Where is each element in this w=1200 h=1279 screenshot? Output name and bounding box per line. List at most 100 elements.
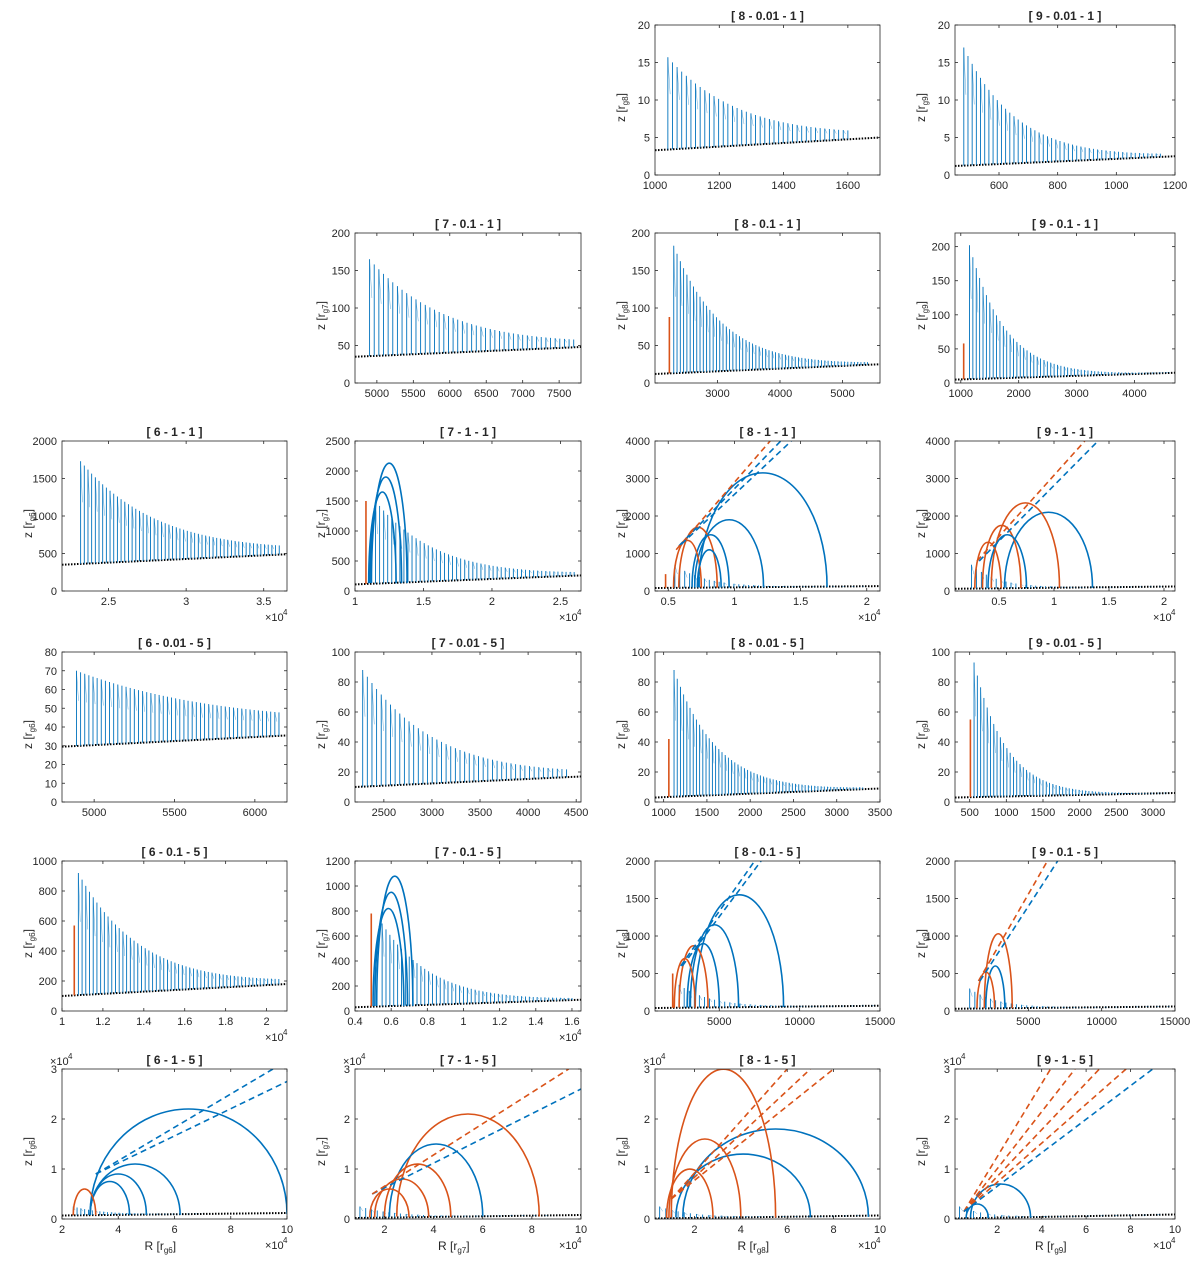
y-axis-label: z [rg8]: [614, 509, 630, 538]
streamline-shade: [407, 532, 411, 553]
streamline-shade: [175, 698, 178, 716]
streamline-shade: [729, 1002, 733, 1005]
y-tick-label: 150: [932, 276, 950, 288]
streamline-shade: [418, 728, 421, 751]
streamline-shade: [827, 786, 830, 789]
streamline-shade: [1125, 372, 1127, 374]
trajectory-loop: [696, 549, 722, 588]
streamline-shade: [389, 934, 393, 964]
streamline-shade: [1030, 127, 1034, 142]
streamline-shade: [680, 261, 683, 306]
streamline-shade: [1111, 792, 1114, 794]
y-tick-label: 40: [338, 737, 350, 749]
y-tick-label: 2000: [33, 436, 57, 448]
x-tick-label: 500: [960, 807, 978, 819]
streamline-shade: [434, 309, 438, 328]
axes-box: [654, 860, 881, 1012]
trajectory-loop: [673, 957, 696, 1008]
x-tick-label: 6000: [438, 388, 462, 400]
y-tick-label: 10: [45, 778, 57, 790]
streamline-shade: [782, 781, 785, 787]
x-tick-label: 3000: [705, 388, 729, 400]
streamline-shade: [161, 521, 164, 538]
streamline-shade: [696, 1213, 700, 1216]
y-tick-label: 30: [45, 741, 57, 753]
streamline-shade: [1098, 791, 1101, 794]
streamline-shade: [969, 245, 972, 299]
x-tick-label: 2000: [738, 807, 762, 819]
y-tick-label: 1500: [926, 894, 950, 906]
streamline-shade: [256, 977, 259, 982]
streamline-shade: [726, 326, 729, 345]
x-exponent-power: 4: [577, 608, 582, 617]
panel-title: [ 9 - 1 - 5 ]: [1037, 1053, 1093, 1067]
streamline-shade: [844, 361, 847, 364]
streamline-shade: [415, 299, 419, 322]
plot-area: [955, 861, 1175, 1010]
streamline-shade: [857, 361, 860, 364]
streamline-shade: [124, 501, 127, 526]
y-axis-label: z [rg9]: [914, 301, 930, 330]
y-axis-label: z [rg8]: [614, 93, 630, 122]
streamline-shade: [425, 304, 428, 325]
streamline-shade: [538, 767, 542, 772]
x-exponent-power: 4: [876, 608, 881, 617]
streamline-shade: [553, 571, 557, 574]
y-tick-label: 80: [338, 677, 350, 689]
y-tick-label: 80: [638, 677, 650, 689]
streamline-shade: [1032, 774, 1036, 784]
y-tick-label: 1500: [626, 894, 650, 906]
streamline-shade: [220, 538, 223, 547]
streamline-shade: [527, 335, 530, 342]
disk-surface-line: [355, 998, 581, 1009]
streamline-shade: [732, 105, 736, 122]
axes-box: [654, 232, 881, 384]
streamline-shade: [704, 90, 708, 114]
x-tick-label: 8: [831, 1224, 837, 1236]
streamline-shade: [963, 47, 967, 95]
streamline-shade: [1091, 370, 1094, 373]
streamline-shade: [750, 771, 753, 781]
streamline-shade: [1005, 108, 1008, 131]
y-exponent-label: ×10: [50, 1056, 69, 1068]
trajectory-loop: [668, 1138, 742, 1218]
y-tick-label: 20: [938, 767, 950, 779]
chart-panel: 2500 3000 3500 4000 4500 0 20 40 60 80 100 [ 7 - 0.…: [314, 636, 588, 819]
streamline-shade: [811, 359, 814, 363]
streamline-shade: [692, 713, 696, 747]
streamline-shade: [659, 1206, 663, 1212]
streamline-shade: [996, 315, 999, 341]
streamline-shade: [671, 1209, 676, 1214]
x-tick-label: 1200: [707, 180, 731, 192]
streamline-shade: [684, 570, 688, 578]
y-axis-label: z [rg8]: [614, 1137, 630, 1166]
x-axis-label: R [rg8]: [738, 1239, 770, 1255]
streamline-shade: [513, 568, 516, 573]
plot-area: [955, 1069, 1175, 1219]
x-tick-label: 1.6: [564, 1016, 579, 1028]
streamline-shade: [769, 118, 772, 129]
disk-surface-line: [655, 787, 880, 799]
streamline-shade: [975, 268, 979, 313]
streamline-shade: [1030, 585, 1034, 587]
y-tick-label: 1000: [626, 931, 650, 943]
streamline-shade: [1040, 585, 1044, 587]
streamline-shade: [492, 759, 495, 769]
streamline-shade: [1105, 791, 1108, 794]
streamline-shade: [1023, 347, 1026, 360]
y-tick-label: 0: [944, 1006, 950, 1018]
streamline-shade: [545, 570, 548, 574]
streamline-shade: [126, 1212, 129, 1215]
streamline-shade: [1072, 144, 1075, 152]
trajectory-loop: [987, 533, 1028, 589]
streamline-shade: [1118, 792, 1121, 794]
streamline-shade: [1118, 372, 1121, 374]
streamline-shade: [488, 565, 492, 571]
streamline-shade: [787, 123, 791, 132]
x-tick-label: 10000: [1086, 1016, 1117, 1028]
streamline-shade: [205, 535, 208, 545]
streamline-shade: [234, 975, 237, 981]
streamline-shade: [436, 739, 440, 758]
escaping-wind-line: [963, 1069, 1127, 1213]
